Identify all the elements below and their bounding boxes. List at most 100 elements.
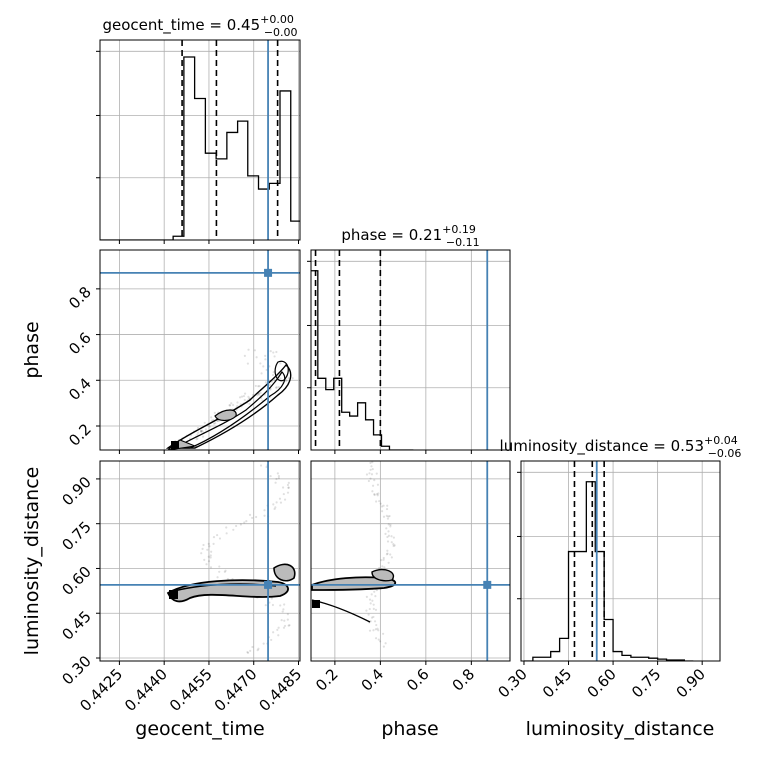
sample-point — [371, 599, 374, 602]
sample-point — [370, 616, 374, 619]
sample-point — [210, 416, 213, 419]
panel-frame — [99, 39, 301, 241]
sample-point — [243, 521, 246, 524]
sample-point — [373, 478, 376, 482]
panel-title: phase = 0.21+0.19 −0.11 — [341, 223, 479, 249]
density-peak — [169, 590, 178, 599]
sample-point — [374, 608, 378, 611]
sample-point — [385, 553, 389, 556]
sample-point — [365, 609, 368, 612]
sample-point — [287, 376, 290, 380]
sample-point — [392, 543, 395, 546]
sample-point — [275, 501, 278, 504]
sample-point — [201, 435, 205, 438]
sample-point — [243, 398, 246, 402]
sample-point — [259, 391, 262, 395]
sample-point — [387, 561, 390, 564]
sample-point — [212, 542, 215, 545]
sample-point — [379, 502, 382, 505]
sample-point — [291, 377, 294, 380]
panel-4-data — [311, 461, 510, 661]
sample-point — [380, 505, 384, 508]
panel-1-data — [100, 250, 300, 450]
sample-point — [283, 603, 286, 606]
sample-point — [279, 362, 282, 365]
panel-3-data — [100, 461, 300, 661]
sample-point — [369, 602, 372, 605]
sample-point — [368, 607, 371, 611]
x-axis-label: luminosity_distance — [526, 718, 715, 740]
sample-point — [282, 626, 286, 629]
sample-point — [287, 624, 290, 627]
sample-point — [251, 645, 254, 649]
sample-point — [274, 481, 277, 484]
sample-point — [277, 626, 280, 629]
sample-point — [271, 603, 275, 607]
sample-point — [277, 385, 280, 389]
sample-point — [269, 474, 272, 478]
panel-2-data — [311, 250, 489, 450]
sample-point — [218, 570, 221, 573]
sample-point — [210, 419, 214, 422]
sample-point — [382, 515, 386, 518]
sample-point — [209, 566, 213, 569]
title-main: luminosity_distance = 0.53 — [500, 437, 704, 456]
density-peak — [312, 600, 320, 608]
sample-point — [251, 393, 255, 397]
sample-point — [375, 493, 379, 496]
title-sub: −0.11 — [446, 236, 480, 249]
sample-point — [371, 468, 374, 471]
sample-point — [262, 365, 265, 368]
panel-0-data — [100, 40, 300, 240]
sample-point — [283, 619, 286, 622]
sample-point — [200, 430, 203, 433]
sample-point — [269, 388, 272, 391]
sample-point — [286, 618, 289, 621]
sample-point — [282, 608, 285, 611]
sample-point — [387, 530, 390, 533]
x-axis-label: phase — [381, 718, 438, 740]
sample-point — [207, 424, 210, 427]
histogram-series — [311, 270, 414, 450]
sample-point — [207, 560, 211, 563]
sample-point — [286, 483, 290, 487]
sample-point — [202, 543, 205, 547]
sample-point — [272, 503, 275, 506]
x-axis-label: geocent_time — [135, 718, 264, 740]
sample-point — [240, 395, 244, 398]
sample-point — [272, 631, 275, 634]
sample-point — [384, 532, 387, 535]
sample-point — [392, 536, 395, 539]
sample-point — [257, 647, 260, 650]
sample-point — [374, 637, 378, 640]
sample-point — [201, 547, 204, 550]
sample-point — [392, 544, 395, 548]
sample-point — [271, 373, 275, 377]
sample-point — [369, 461, 372, 465]
sample-point — [264, 604, 267, 607]
sample-point — [367, 479, 370, 483]
sample-point — [389, 553, 392, 556]
sample-point — [262, 642, 265, 645]
sample-point — [386, 535, 389, 539]
contour-line — [273, 563, 296, 582]
sample-point — [283, 624, 287, 628]
panel-frame — [310, 460, 511, 662]
sample-point — [263, 509, 266, 512]
sample-point — [279, 604, 282, 607]
sample-point — [283, 498, 287, 501]
sample-point — [382, 645, 385, 648]
sample-point — [378, 566, 381, 570]
sample-point — [282, 492, 285, 496]
sample-point — [205, 563, 208, 566]
sample-point — [247, 348, 250, 351]
sample-point — [207, 542, 210, 546]
sample-point — [279, 377, 282, 380]
sample-point — [216, 533, 219, 537]
sample-point — [255, 515, 258, 519]
sample-point — [199, 429, 203, 433]
sample-point — [372, 607, 375, 610]
sample-point — [209, 556, 212, 559]
sample-point — [257, 393, 260, 396]
sample-point — [382, 558, 385, 561]
